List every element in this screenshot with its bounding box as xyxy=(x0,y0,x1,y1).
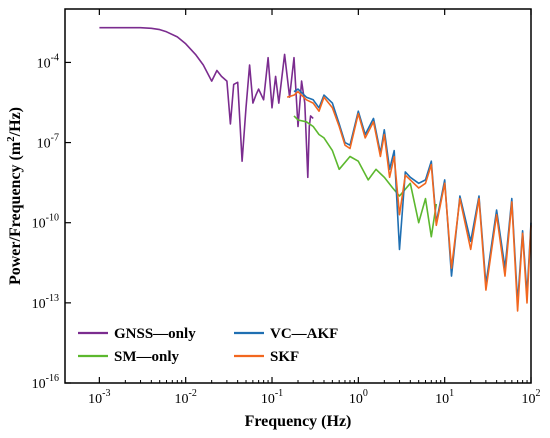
series-line-4 xyxy=(286,90,532,312)
y-tick-label: 10-13 xyxy=(32,293,59,312)
y-tick-label: 10-7 xyxy=(37,133,59,152)
legend-item: GNSS—only xyxy=(78,326,196,342)
series-line-1 xyxy=(99,26,314,179)
x-axis-title: Frequency (Hz) xyxy=(245,413,352,430)
x-tick-label: 10-3 xyxy=(88,388,110,407)
legend: GNSS—only VC—AKF SM—only SKF xyxy=(78,326,338,365)
plot-background xyxy=(65,9,531,383)
axis-layer: 10-3 10-2 10-1 100 101 102 10-4 10-7 10-10 10-13 1… xyxy=(32,9,541,407)
legend-label: GNSS—only xyxy=(114,326,196,342)
y-tick-label: 10-16 xyxy=(32,373,59,392)
x-tick-label: 101 xyxy=(435,388,454,407)
legend-label: SKF xyxy=(270,349,299,365)
series-line-3 xyxy=(293,115,438,238)
series-line-2 xyxy=(293,88,532,304)
x-tick-label: 10-2 xyxy=(175,388,197,407)
legend-label: SM—only xyxy=(114,349,180,365)
x-tick-label: 100 xyxy=(349,388,368,407)
y-tick-label: 10-4 xyxy=(37,52,59,71)
x-tick-label: 10-1 xyxy=(261,388,283,407)
x-tick-label: 102 xyxy=(522,388,541,407)
y-axis-title: Power/Frequency (m2/Hz) xyxy=(5,107,24,285)
legend-item: VC—AKF xyxy=(234,326,338,342)
plot-frame xyxy=(64,8,532,384)
legend-label: VC—AKF xyxy=(270,326,338,342)
series-layer xyxy=(99,26,532,312)
legend-item: SM—only xyxy=(78,349,180,365)
legend-item: SKF xyxy=(234,349,299,365)
y-tick-label: 10-10 xyxy=(32,213,59,232)
